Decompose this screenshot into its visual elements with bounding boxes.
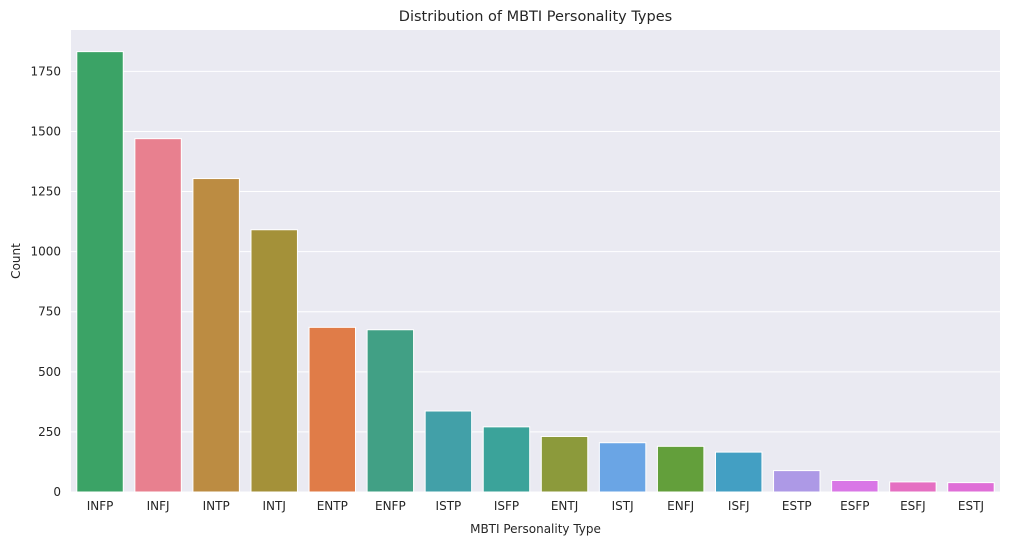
y-tick-label: 500 — [38, 365, 61, 379]
y-tick-label: 1500 — [30, 124, 61, 138]
x-tick-label: ISTJ — [612, 499, 634, 513]
bar-estp — [773, 470, 821, 493]
x-tick-label: ISFJ — [728, 499, 750, 513]
x-tick-label: ISFP — [494, 499, 519, 513]
y-axis-ticks: 0 250 500 750 1000 1250 1500 1750 — [30, 64, 61, 499]
x-tick-label: ENTP — [317, 499, 348, 513]
x-tick-label: ISTP — [436, 499, 462, 513]
y-tick-label: 1250 — [30, 185, 61, 199]
x-tick-label: ESTJ — [958, 499, 984, 513]
chart-title: Distribution of MBTI Personality Types — [399, 9, 672, 25]
bar-istj — [598, 442, 647, 493]
x-axis-ticks: INFP INFJ INTP INTJ ENTP ENFP ISTP ISFP ENTJ ISTJ… — [87, 499, 984, 513]
bar-isfj — [714, 451, 763, 493]
y-axis-label: Count — [9, 243, 23, 279]
bar-infj — [134, 138, 182, 493]
bar-estj — [947, 482, 995, 493]
x-tick-label: ENFP — [375, 499, 406, 513]
x-axis-label: MBTI Personality Type — [470, 522, 601, 536]
bar-istp — [424, 410, 473, 493]
x-tick-label: ESFJ — [900, 499, 926, 513]
x-tick-label: INTP — [203, 499, 230, 513]
bar-entp — [308, 326, 357, 493]
bar-entj — [540, 435, 589, 493]
x-tick-label: ESTP — [782, 499, 812, 513]
bar-esfj — [889, 481, 937, 493]
bar-isfp — [482, 426, 531, 493]
bar-esfp — [831, 479, 879, 493]
x-tick-label: ESFP — [840, 499, 869, 513]
y-tick-label: 0 — [53, 485, 61, 499]
bar-enfp — [366, 329, 415, 493]
bar-intj — [250, 229, 298, 493]
y-tick-label: 1000 — [30, 245, 61, 259]
x-tick-label: ENFJ — [667, 499, 694, 513]
bar-enfj — [656, 445, 705, 493]
x-tick-label: INFJ — [147, 499, 170, 513]
bars — [76, 51, 995, 493]
bar-infp — [76, 51, 124, 493]
x-tick-label: ENTJ — [551, 499, 578, 513]
y-tick-label: 250 — [38, 425, 61, 439]
y-tick-label: 1750 — [30, 64, 61, 78]
bar-intp — [192, 178, 240, 493]
x-tick-label: INTJ — [263, 499, 286, 513]
x-tick-label: INFP — [87, 499, 114, 513]
y-tick-label: 750 — [38, 305, 61, 319]
